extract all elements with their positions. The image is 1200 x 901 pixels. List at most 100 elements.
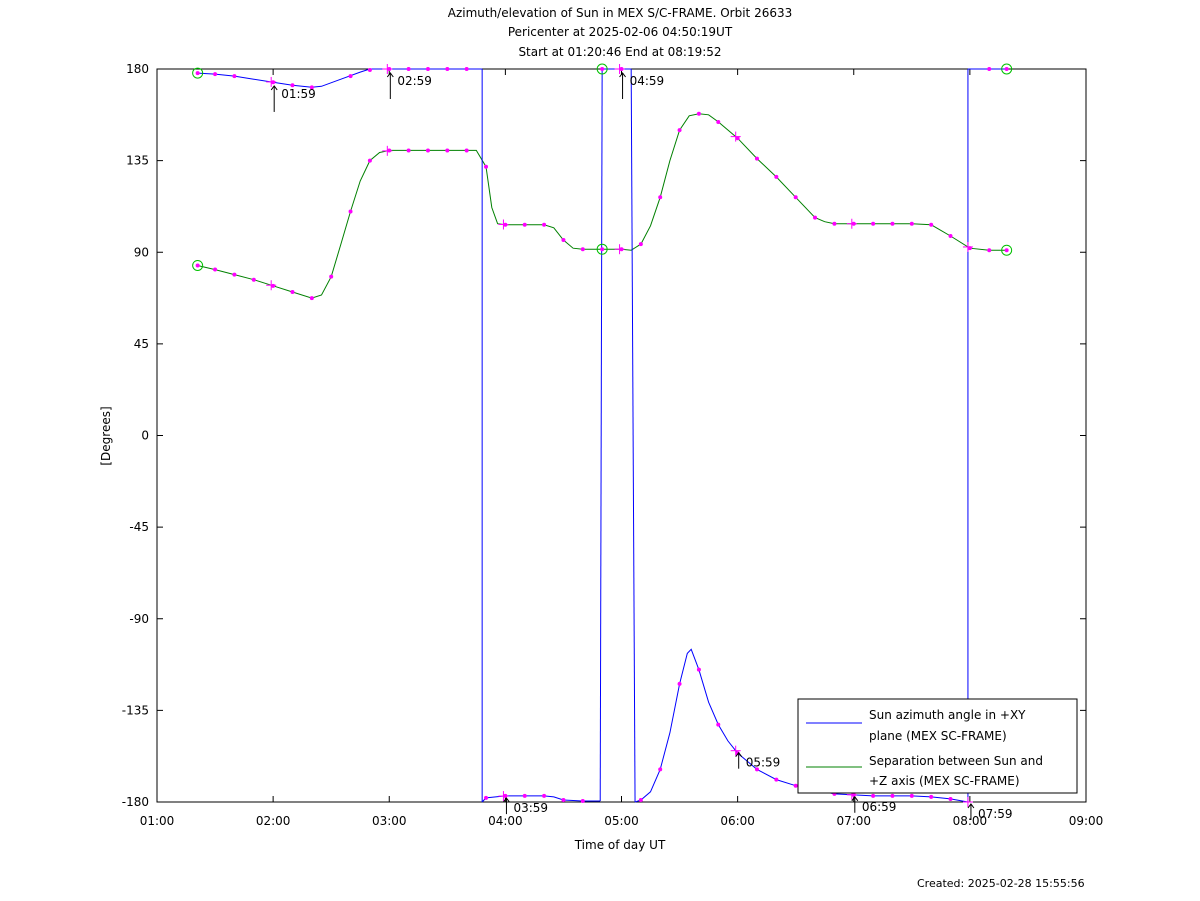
hour-label: 03:59 <box>513 801 548 815</box>
series-line-azimuth-wrap <box>599 68 603 801</box>
series-line-azimuth <box>197 68 371 88</box>
data-point-azimuth <box>522 793 527 798</box>
data-point-azimuth <box>774 777 779 782</box>
data-point-azimuth <box>1004 67 1009 71</box>
x-tick-label: 09:00 <box>1069 814 1104 828</box>
data-point-azimuth <box>890 793 895 798</box>
x-tick-label: 05:00 <box>604 814 639 828</box>
y-axis-label: [Degrees] <box>99 406 113 465</box>
data-point-separation <box>348 209 353 214</box>
data-point-separation <box>909 221 914 226</box>
data-point-separation <box>561 238 566 243</box>
data-point-azimuth <box>909 793 914 798</box>
data-point-separation <box>232 272 237 277</box>
data-point-azimuth <box>638 797 643 802</box>
hour-label: 05:59 <box>746 756 781 770</box>
data-point-azimuth <box>232 74 237 79</box>
data-point-separation <box>929 222 934 227</box>
legend-box <box>797 698 1078 794</box>
series-layer <box>192 63 1013 803</box>
data-point-azimuth <box>580 798 585 803</box>
x-tick-label: 06:00 <box>720 814 755 828</box>
title-line-1: Azimuth/elevation of Sun in MEX S/C-FRAM… <box>448 6 793 20</box>
y-tick-label: 180 <box>126 62 149 76</box>
hour-arrow-head <box>851 795 859 802</box>
endpoint-marker <box>192 259 204 271</box>
hour-label: 07:59 <box>978 807 1013 821</box>
y-tick-label: 90 <box>134 245 149 259</box>
data-point-azimuth <box>309 85 314 90</box>
data-point-azimuth <box>871 793 876 798</box>
legend: Sun azimuth angle in +XY plane (MEX SC-F… <box>797 698 1078 794</box>
data-point-azimuth <box>348 74 353 79</box>
data-point-separation <box>658 195 663 200</box>
data-point-azimuth <box>464 67 469 71</box>
data-point-separation <box>600 247 605 252</box>
endpoint-marker <box>596 243 608 255</box>
data-point-separation <box>677 128 682 133</box>
data-point-separation <box>251 277 256 282</box>
data-point-azimuth <box>987 67 992 71</box>
endpoint-marker <box>596 63 608 75</box>
data-point-separation <box>813 215 818 220</box>
data-point-azimuth <box>445 67 450 71</box>
data-point-azimuth <box>716 722 721 727</box>
legend-label-separation-1: Separation between Sun and <box>869 754 1043 768</box>
data-point-separation <box>367 158 372 163</box>
y-tick-label: -90 <box>129 612 149 626</box>
hour-label: 06:59 <box>862 800 897 814</box>
data-point-separation <box>464 148 469 153</box>
series-line-azimuth-wrap <box>630 68 636 803</box>
x-tick-label: 03:00 <box>372 814 407 828</box>
data-point-separation <box>425 148 430 153</box>
data-point-azimuth <box>425 67 430 71</box>
x-tick-label: 01:00 <box>140 814 175 828</box>
data-point-separation <box>329 274 334 279</box>
data-point-azimuth <box>484 795 489 800</box>
data-point-separation <box>948 233 953 238</box>
data-point-separation <box>290 289 295 294</box>
data-point-separation <box>484 164 489 169</box>
data-point-separation <box>987 248 992 253</box>
data-point-azimuth <box>658 767 663 772</box>
hour-arrow-head <box>386 72 394 78</box>
hour-label: 02:59 <box>397 74 432 88</box>
data-point-azimuth <box>367 68 372 73</box>
data-point-separation <box>406 148 411 153</box>
data-point-azimuth <box>929 794 934 799</box>
data-point-azimuth <box>213 72 218 77</box>
data-point-separation <box>580 247 585 252</box>
hour-markers: 01:59 02:59 03:59 04:59 05:59 06:59 07:59 <box>266 64 1013 821</box>
data-point-azimuth <box>696 667 701 672</box>
data-point-separation <box>542 222 547 227</box>
y-tick-label: 45 <box>134 337 149 351</box>
title-line-2: Pericenter at 2025-02-06 04:50:19UT <box>508 25 733 39</box>
y-tick-label: -135 <box>122 703 149 717</box>
data-point-separation <box>832 221 837 226</box>
series-line-separation <box>197 113 1007 299</box>
data-point-azimuth <box>195 71 200 76</box>
data-point-separation <box>696 111 701 116</box>
hour-arrow-head <box>619 72 626 78</box>
hour-arrow-head <box>735 751 743 757</box>
data-point-separation <box>522 222 527 227</box>
chart-title: Azimuth/elevation of Sun in MEX S/C-FRAM… <box>448 6 793 59</box>
data-point-separation <box>1004 248 1009 253</box>
data-point-separation <box>716 119 721 124</box>
y-tick-label: 135 <box>126 154 149 168</box>
endpoint-marker <box>1001 63 1013 75</box>
y-tick-label: 0 <box>141 429 149 443</box>
y-tick-label: -180 <box>122 795 149 809</box>
hour-label: 04:59 <box>630 74 665 88</box>
x-tick-label: 08:00 <box>953 814 988 828</box>
created-timestamp: Created: 2025-02-28 15:55:56 <box>917 877 1085 890</box>
data-point-separation <box>754 156 759 161</box>
data-point-separation <box>195 263 200 268</box>
data-point-separation <box>735 136 740 141</box>
x-axis: 01:00 02:00 03:00 04:00 05:00 06:00 07:00 08:00… <box>140 69 1104 828</box>
data-point-separation <box>890 221 895 226</box>
data-point-separation <box>445 148 450 153</box>
hour-arrow-head <box>270 85 278 91</box>
data-point-azimuth <box>542 793 547 798</box>
